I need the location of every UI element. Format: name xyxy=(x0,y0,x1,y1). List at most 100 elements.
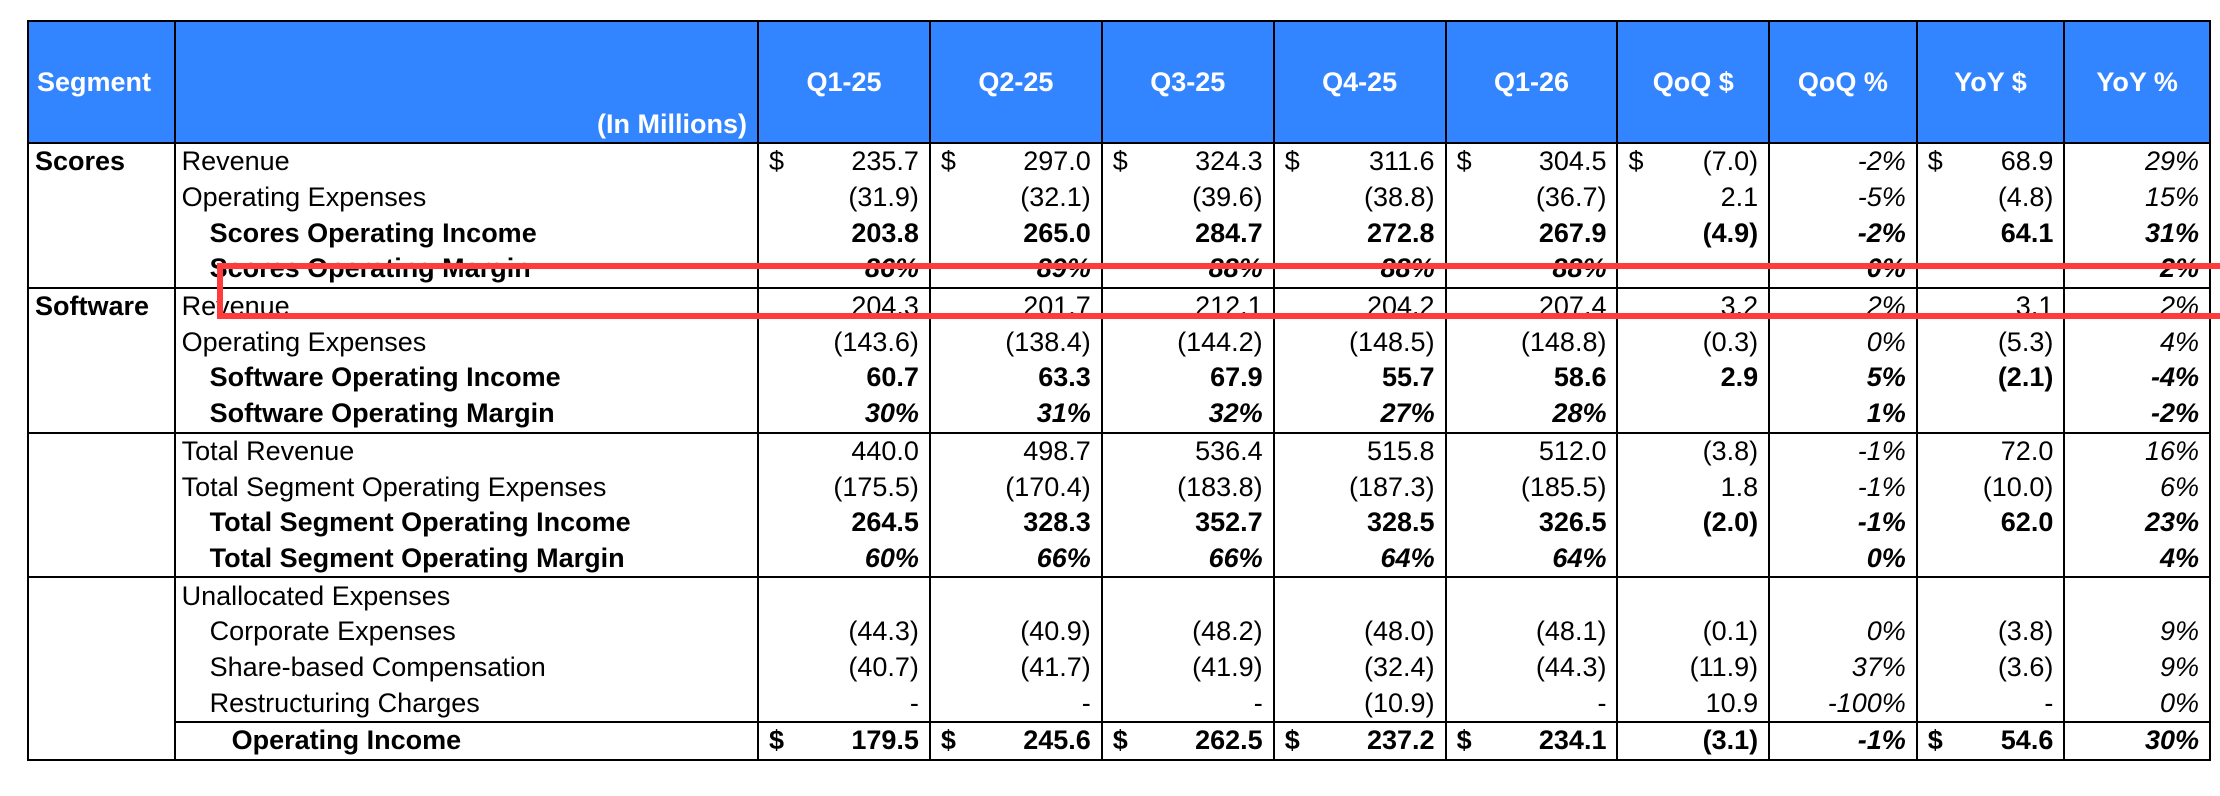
value-cell: (2.0) xyxy=(1616,504,1771,541)
value-cell: 60.7 xyxy=(757,360,931,396)
value-cell: (44.3) xyxy=(1444,649,1619,686)
value-cell: -5% xyxy=(1768,179,1918,216)
value-cell: 0% xyxy=(1768,540,1918,579)
cell-value: (138.4) xyxy=(1005,326,1091,357)
row-label: Scores Operating Income xyxy=(173,215,760,252)
table-row: Operating Expenses (143.6) (138.4) (144.2) (… xyxy=(27,324,2211,361)
row-label: Unallocated Expenses xyxy=(173,576,760,614)
value-cell: $297.0 xyxy=(928,142,1103,180)
cell-value: (5.3) xyxy=(1997,326,2054,357)
header-segment: Segment xyxy=(27,20,176,144)
value-cell: - xyxy=(928,685,1103,722)
currency-symbol: $ xyxy=(1284,725,1300,756)
value-cell: (4.8) xyxy=(1915,179,2066,216)
segment-cell xyxy=(27,324,176,361)
cell-value: 88% xyxy=(1552,253,1607,284)
value-cell: 31% xyxy=(2063,215,2211,252)
cell-value: (11.9) xyxy=(1689,651,1759,682)
value-cell: 0% xyxy=(1768,251,1918,289)
cell-value: (4.8) xyxy=(1997,182,2054,213)
cell-value: (4.9) xyxy=(1702,217,1759,248)
header-in-millions: (In Millions) xyxy=(173,20,760,144)
currency-symbol: $ xyxy=(940,725,956,756)
currency-symbol: $ xyxy=(1284,146,1300,177)
header-col-q1-25: Q1-25 xyxy=(757,20,931,144)
value-cell: 29% xyxy=(2063,142,2211,180)
cell-value: -100% xyxy=(1827,687,1906,718)
segment-cell xyxy=(27,179,176,216)
cell-value: - xyxy=(1081,687,1091,718)
row-label: Total Revenue xyxy=(173,431,760,470)
value-cell: (138.4) xyxy=(928,324,1103,361)
header-col-q1-26: Q1-26 xyxy=(1444,20,1619,144)
value-cell: (144.2) xyxy=(1100,324,1275,361)
cell-value: 440.0 xyxy=(851,435,919,466)
value-cell: 3.1 xyxy=(1915,286,2066,325)
value-cell xyxy=(1915,251,2066,289)
value-cell: (2.1) xyxy=(1915,360,2066,396)
cell-value: 324.3 xyxy=(1195,146,1263,177)
cell-value: 203.8 xyxy=(851,217,919,248)
currency-symbol: $ xyxy=(1628,146,1644,177)
value-cell xyxy=(1272,576,1447,614)
cell-value: (10.0) xyxy=(1982,471,2054,502)
cell-value: -2% xyxy=(1857,217,1906,248)
value-cell: 27% xyxy=(1272,395,1447,434)
value-cell: (3.8) xyxy=(1915,613,2066,650)
segment-cell xyxy=(27,540,176,579)
cell-value: 3.2 xyxy=(1720,291,1759,322)
value-cell: $234.1 xyxy=(1444,721,1619,761)
cell-value: 58.6 xyxy=(1553,362,1607,393)
value-cell: (148.8) xyxy=(1444,324,1619,361)
segment-operating-table: Segment (In Millions) Q1-25 Q2-25 Q3-25 … xyxy=(27,20,2211,761)
value-cell: 72.0 xyxy=(1915,431,2066,470)
value-cell: 16% xyxy=(2063,431,2211,470)
cell-value: 88% xyxy=(1380,253,1435,284)
table-row: Scores Revenue $235.7 $297.0 $324.3 $311.6 $30… xyxy=(27,142,2211,180)
value-cell: (48.2) xyxy=(1100,613,1275,650)
row-label: Operating Expenses xyxy=(173,179,760,216)
cell-value: 265.0 xyxy=(1023,217,1091,248)
value-cell: 2% xyxy=(2063,286,2211,325)
value-cell: (36.7) xyxy=(1444,179,1619,216)
value-cell: $68.9 xyxy=(1915,142,2066,180)
value-cell: 55.7 xyxy=(1272,360,1447,396)
cell-value: 272.8 xyxy=(1367,217,1435,248)
cell-value: 66% xyxy=(1036,542,1091,573)
value-cell: - xyxy=(1444,685,1619,722)
value-cell: $245.6 xyxy=(928,721,1103,761)
cell-value: (48.0) xyxy=(1364,616,1435,647)
cell-value: 62.0 xyxy=(2000,507,2054,538)
cell-value: (3.8) xyxy=(1997,616,2054,647)
row-label: Software Operating Income xyxy=(173,360,760,396)
value-cell: 67.9 xyxy=(1100,360,1275,396)
value-cell: -2% xyxy=(1768,142,1918,180)
value-cell: 58.6 xyxy=(1444,360,1619,396)
value-cell: 5% xyxy=(1768,360,1918,396)
value-cell xyxy=(1616,395,1771,434)
value-cell: 86% xyxy=(757,251,931,289)
cell-value: 28% xyxy=(1552,398,1607,429)
cell-value: 72.0 xyxy=(2000,435,2054,466)
value-cell: -100% xyxy=(1768,685,1918,722)
value-cell: 326.5 xyxy=(1444,504,1619,541)
value-cell: (3.1) xyxy=(1616,721,1771,761)
cell-value: 16% xyxy=(2144,435,2199,466)
cell-value: (148.5) xyxy=(1349,326,1435,357)
cell-value: (40.9) xyxy=(1020,616,1091,647)
value-cell: (5.3) xyxy=(1915,324,2066,361)
value-cell: (39.6) xyxy=(1100,179,1275,216)
row-label: Total Segment Operating Expenses xyxy=(173,469,760,505)
value-cell: 207.4 xyxy=(1444,286,1619,325)
value-cell: (44.3) xyxy=(757,613,931,650)
cell-value: 86% xyxy=(864,253,919,284)
cell-value: -2% xyxy=(1857,146,1906,177)
value-cell: (48.0) xyxy=(1272,613,1447,650)
value-cell: 64% xyxy=(1444,540,1619,579)
table-row: Scores Operating Income 203.8 265.0 284.7 27… xyxy=(27,215,2211,252)
value-cell: (4.9) xyxy=(1616,215,1771,252)
cell-value: 37% xyxy=(1851,651,1906,682)
cell-value: 207.4 xyxy=(1538,291,1607,322)
currency-symbol: $ xyxy=(1456,146,1472,177)
value-cell: 2.1 xyxy=(1616,179,1771,216)
